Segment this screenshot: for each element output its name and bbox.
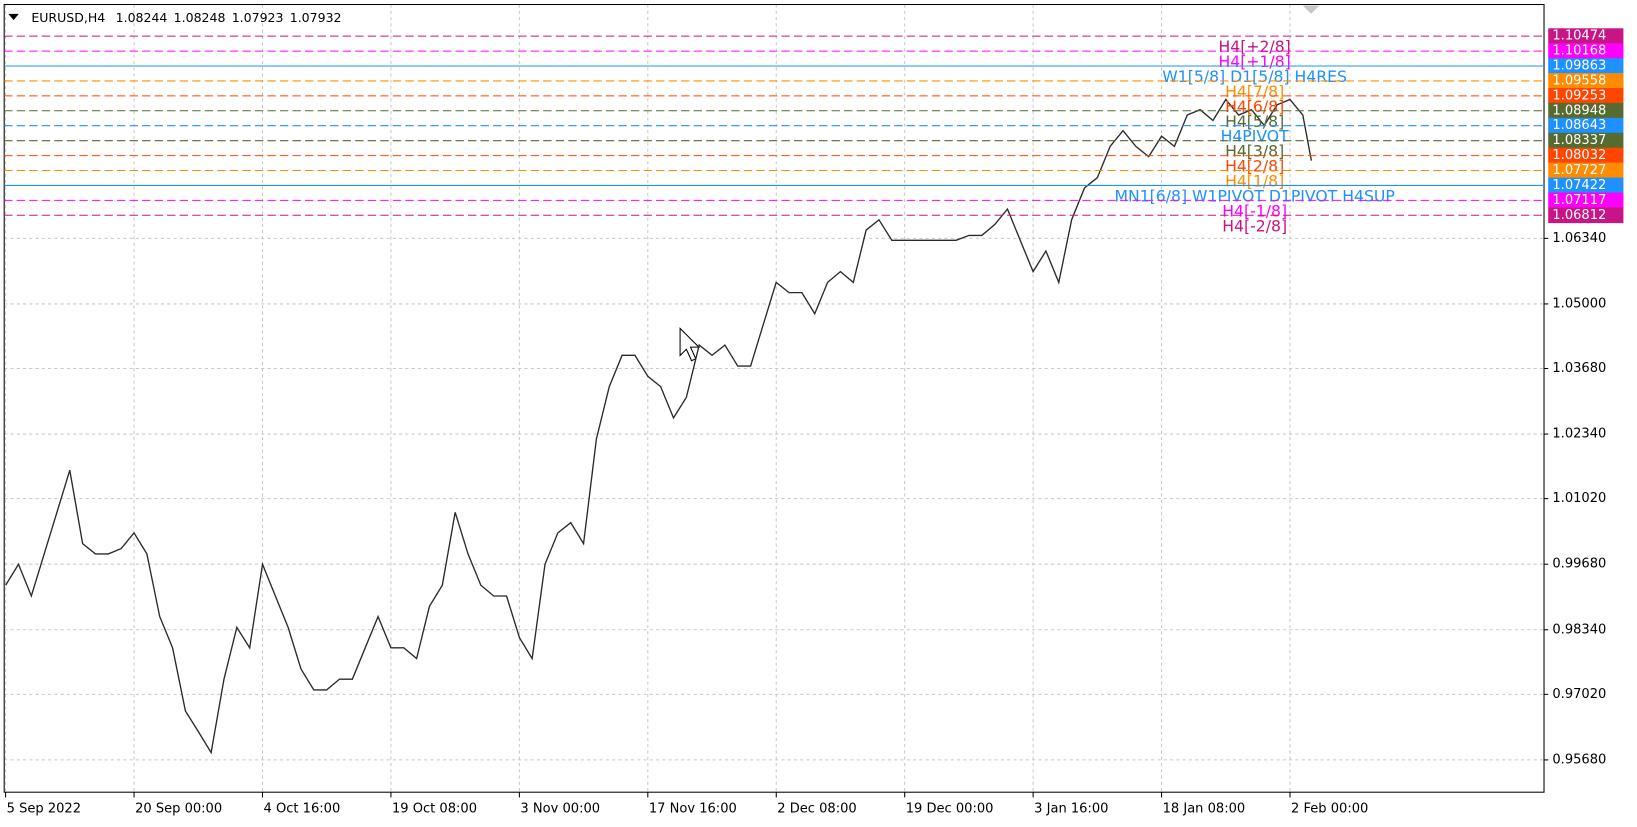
level-price-label: 1.10474 xyxy=(1552,29,1606,44)
level-price-label: 1.09558 xyxy=(1552,73,1606,88)
level-price-box xyxy=(1548,147,1624,164)
level-price-label: 1.08643 xyxy=(1552,118,1606,133)
y-tick-label: 1.02340 xyxy=(1552,427,1606,442)
level-price-box xyxy=(1548,117,1624,134)
x-tick-label: 17 Nov 16:00 xyxy=(649,801,737,816)
shift-marker[interactable] xyxy=(1302,5,1320,14)
level-price-label: 1.06812 xyxy=(1552,208,1606,223)
y-tick-label: 0.97020 xyxy=(1552,687,1606,702)
x-tick-label: 5 Sep 2022 xyxy=(7,801,81,816)
x-tick-label: 19 Oct 08:00 xyxy=(392,801,477,816)
y-tick-label: 1.05000 xyxy=(1552,296,1606,311)
header: EURUSD,H4 1.08244 1.08248 1.07923 1.07932 xyxy=(31,10,341,25)
level-price-label: 1.08948 xyxy=(1552,103,1606,118)
level-price-box xyxy=(1548,207,1624,224)
level-price-box xyxy=(1548,177,1624,194)
low: 1.07923 xyxy=(232,10,284,25)
level-name: H4[-2/8] xyxy=(1222,216,1287,235)
level-price-box xyxy=(1548,102,1624,119)
level-price-label: 1.09863 xyxy=(1552,59,1606,74)
symbol-menu-arrow[interactable] xyxy=(8,13,19,21)
level-price-label: 1.10168 xyxy=(1552,44,1606,59)
level-price-box xyxy=(1548,192,1624,209)
x-tick-label: 4 Oct 16:00 xyxy=(264,801,341,816)
x-tick-label: 18 Jan 08:00 xyxy=(1163,801,1246,816)
symbol: EURUSD,H4 xyxy=(31,10,105,25)
level-price-label: 1.08337 xyxy=(1552,133,1606,148)
y-tick-label: 0.99680 xyxy=(1552,557,1606,572)
close: 1.07932 xyxy=(290,10,342,25)
y-tick-label: 1.01020 xyxy=(1552,491,1606,506)
level-price-box xyxy=(1548,162,1624,179)
y-tick-label: 0.95680 xyxy=(1552,752,1606,767)
level-price-box xyxy=(1548,43,1624,59)
y-tick-label: 0.98340 xyxy=(1552,622,1606,637)
high: 1.08248 xyxy=(174,10,226,25)
x-tick-label: 20 Sep 00:00 xyxy=(135,801,222,816)
level-price-label: 1.09253 xyxy=(1552,88,1606,103)
level-price-box xyxy=(1548,88,1624,104)
x-tick-label: 3 Jan 16:00 xyxy=(1034,801,1108,816)
y-tick-label: 1.03680 xyxy=(1552,361,1606,376)
x-tick-label: 3 Nov 00:00 xyxy=(520,801,600,816)
mouse-cursor xyxy=(679,327,701,362)
plot-frame xyxy=(3,3,1545,793)
price-line xyxy=(5,98,1313,755)
x-tick-label: 2 Feb 00:00 xyxy=(1291,801,1368,816)
level-price-box xyxy=(1548,73,1624,89)
level-price-label: 1.07117 xyxy=(1552,193,1606,208)
x-tick-label: 2 Dec 08:00 xyxy=(777,801,856,816)
x-tick-label: 19 Dec 00:00 xyxy=(906,801,994,816)
level-price-label: 1.07422 xyxy=(1552,178,1606,193)
level-price-label: 1.07727 xyxy=(1552,163,1606,178)
open: 1.08244 xyxy=(116,10,168,25)
level-price-label: 1.08032 xyxy=(1552,148,1606,163)
level-price-box xyxy=(1548,58,1624,74)
level-price-box xyxy=(1548,132,1624,149)
level-price-box xyxy=(1548,28,1624,44)
y-tick-label: 1.06340 xyxy=(1552,231,1606,246)
